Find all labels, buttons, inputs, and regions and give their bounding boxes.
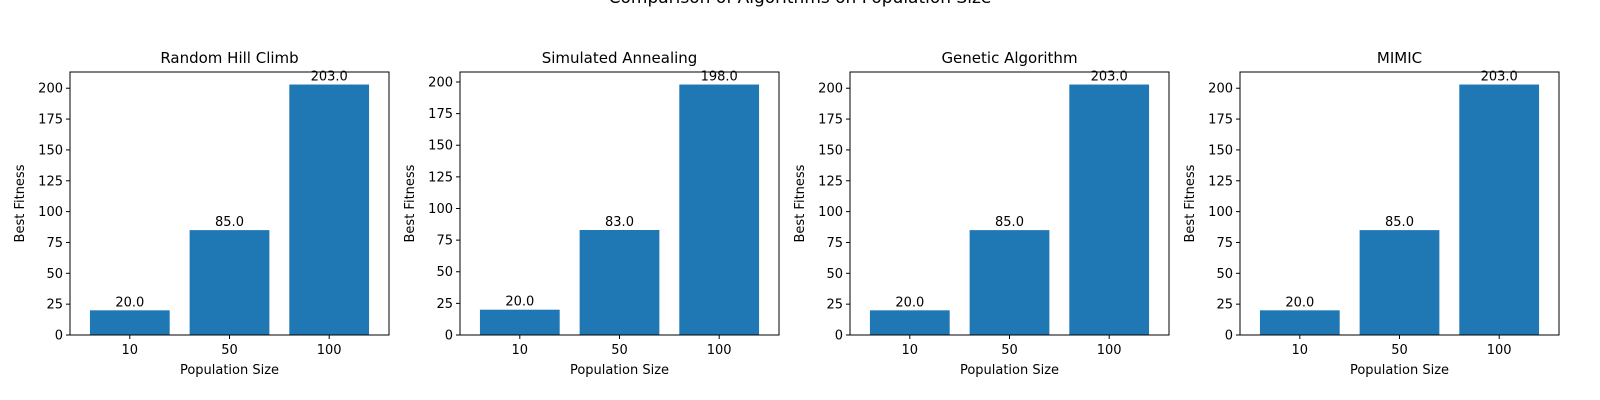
y-tick-label-175: 175 xyxy=(38,113,63,128)
data-label-100: 203.0 xyxy=(311,70,348,85)
data-label-10: 20.0 xyxy=(895,295,924,310)
bar-100 xyxy=(679,84,760,336)
data-label-10: 20.0 xyxy=(1285,295,1314,310)
x-tick-label-50: 50 xyxy=(1001,343,1018,358)
bar-50 xyxy=(579,230,660,335)
figure-title: Comparison of Algorithms on Population S… xyxy=(0,0,1600,8)
y-tick-label-125: 125 xyxy=(1208,174,1233,189)
data-label-50: 85.0 xyxy=(1385,215,1414,230)
y-tick-label-0: 0 xyxy=(445,329,453,344)
y-tick-label-150: 150 xyxy=(818,143,843,158)
x-tick-label-50: 50 xyxy=(221,343,238,358)
y-tick-label-100: 100 xyxy=(38,205,63,220)
y-tick-label-100: 100 xyxy=(818,205,843,220)
y-tick-label-50: 50 xyxy=(826,267,843,282)
axes-frame xyxy=(1239,71,1560,336)
axes-frame xyxy=(69,71,390,336)
subplot-title: Simulated Annealing xyxy=(542,49,698,67)
y-tick-label-125: 125 xyxy=(428,170,453,185)
y-tick-label-175: 175 xyxy=(1208,113,1233,128)
x-tick-label-10: 10 xyxy=(1292,343,1309,358)
y-tick-label-100: 100 xyxy=(1208,205,1233,220)
y-tick-label-75: 75 xyxy=(826,236,843,251)
y-tick-label-0: 0 xyxy=(1225,329,1233,344)
y-tick-label-200: 200 xyxy=(1208,82,1233,97)
y-tick-label-0: 0 xyxy=(55,329,63,344)
x-tick-label-10: 10 xyxy=(512,343,529,358)
bar-10 xyxy=(479,309,560,335)
x-tick-label-100: 100 xyxy=(1487,343,1512,358)
x-axis-label: Population Size xyxy=(570,363,669,378)
data-label-10: 20.0 xyxy=(505,295,534,310)
y-tick-label-150: 150 xyxy=(428,139,453,154)
bar-100 xyxy=(289,84,370,336)
y-tick-label-50: 50 xyxy=(436,265,453,280)
data-label-50: 85.0 xyxy=(995,215,1024,230)
x-tick-label-100: 100 xyxy=(317,343,342,358)
y-axis-label: Best Fitness xyxy=(793,164,808,242)
subplot-title: MIMIC xyxy=(1377,49,1422,67)
y-tick-label-100: 100 xyxy=(428,202,453,217)
y-tick-label-75: 75 xyxy=(1216,236,1233,251)
bar-10 xyxy=(89,310,170,335)
data-label-100: 203.0 xyxy=(1481,70,1518,85)
subplot-title: Random Hill Climb xyxy=(160,49,298,67)
x-tick-label-50: 50 xyxy=(611,343,628,358)
y-tick-label-150: 150 xyxy=(38,143,63,158)
y-tick-label-25: 25 xyxy=(46,298,63,313)
y-tick-label-125: 125 xyxy=(818,174,843,189)
y-tick-label-175: 175 xyxy=(818,113,843,128)
bar-50 xyxy=(969,230,1050,335)
y-tick-label-25: 25 xyxy=(1216,298,1233,313)
y-tick-label-75: 75 xyxy=(46,236,63,251)
y-tick-label-150: 150 xyxy=(1208,143,1233,158)
x-tick-label-10: 10 xyxy=(902,343,919,358)
subplot-title: Genetic Algorithm xyxy=(941,49,1077,67)
x-axis-label: Population Size xyxy=(1350,363,1449,378)
y-tick-label-75: 75 xyxy=(436,234,453,249)
y-tick-label-25: 25 xyxy=(826,298,843,313)
axes-frame xyxy=(849,71,1170,336)
x-tick-label-100: 100 xyxy=(707,343,732,358)
y-axis-label: Best Fitness xyxy=(403,164,418,242)
bar-10 xyxy=(869,310,950,335)
data-label-100: 198.0 xyxy=(701,70,738,85)
y-axis-label: Best Fitness xyxy=(13,164,28,242)
data-label-10: 20.0 xyxy=(115,295,144,310)
x-axis-label: Population Size xyxy=(180,363,279,378)
x-tick-label-100: 100 xyxy=(1097,343,1122,358)
bar-50 xyxy=(1359,230,1440,335)
y-axis-label: Best Fitness xyxy=(1183,164,1198,242)
y-tick-label-200: 200 xyxy=(428,75,453,90)
x-axis-label: Population Size xyxy=(960,363,1059,378)
y-tick-label-50: 50 xyxy=(46,267,63,282)
bar-50 xyxy=(189,230,270,335)
y-tick-label-175: 175 xyxy=(428,107,453,122)
x-tick-label-10: 10 xyxy=(122,343,139,358)
y-tick-label-200: 200 xyxy=(818,82,843,97)
bar-100 xyxy=(1069,84,1150,336)
data-label-50: 83.0 xyxy=(605,215,634,230)
y-tick-label-200: 200 xyxy=(38,82,63,97)
bar-100 xyxy=(1459,84,1540,336)
bar-10 xyxy=(1259,310,1340,335)
data-label-50: 85.0 xyxy=(215,215,244,230)
y-tick-label-25: 25 xyxy=(436,297,453,312)
y-tick-label-125: 125 xyxy=(38,174,63,189)
data-label-100: 203.0 xyxy=(1091,70,1128,85)
y-tick-label-50: 50 xyxy=(1216,267,1233,282)
axes-frame xyxy=(459,71,780,336)
y-tick-label-0: 0 xyxy=(835,329,843,344)
x-tick-label-50: 50 xyxy=(1391,343,1408,358)
